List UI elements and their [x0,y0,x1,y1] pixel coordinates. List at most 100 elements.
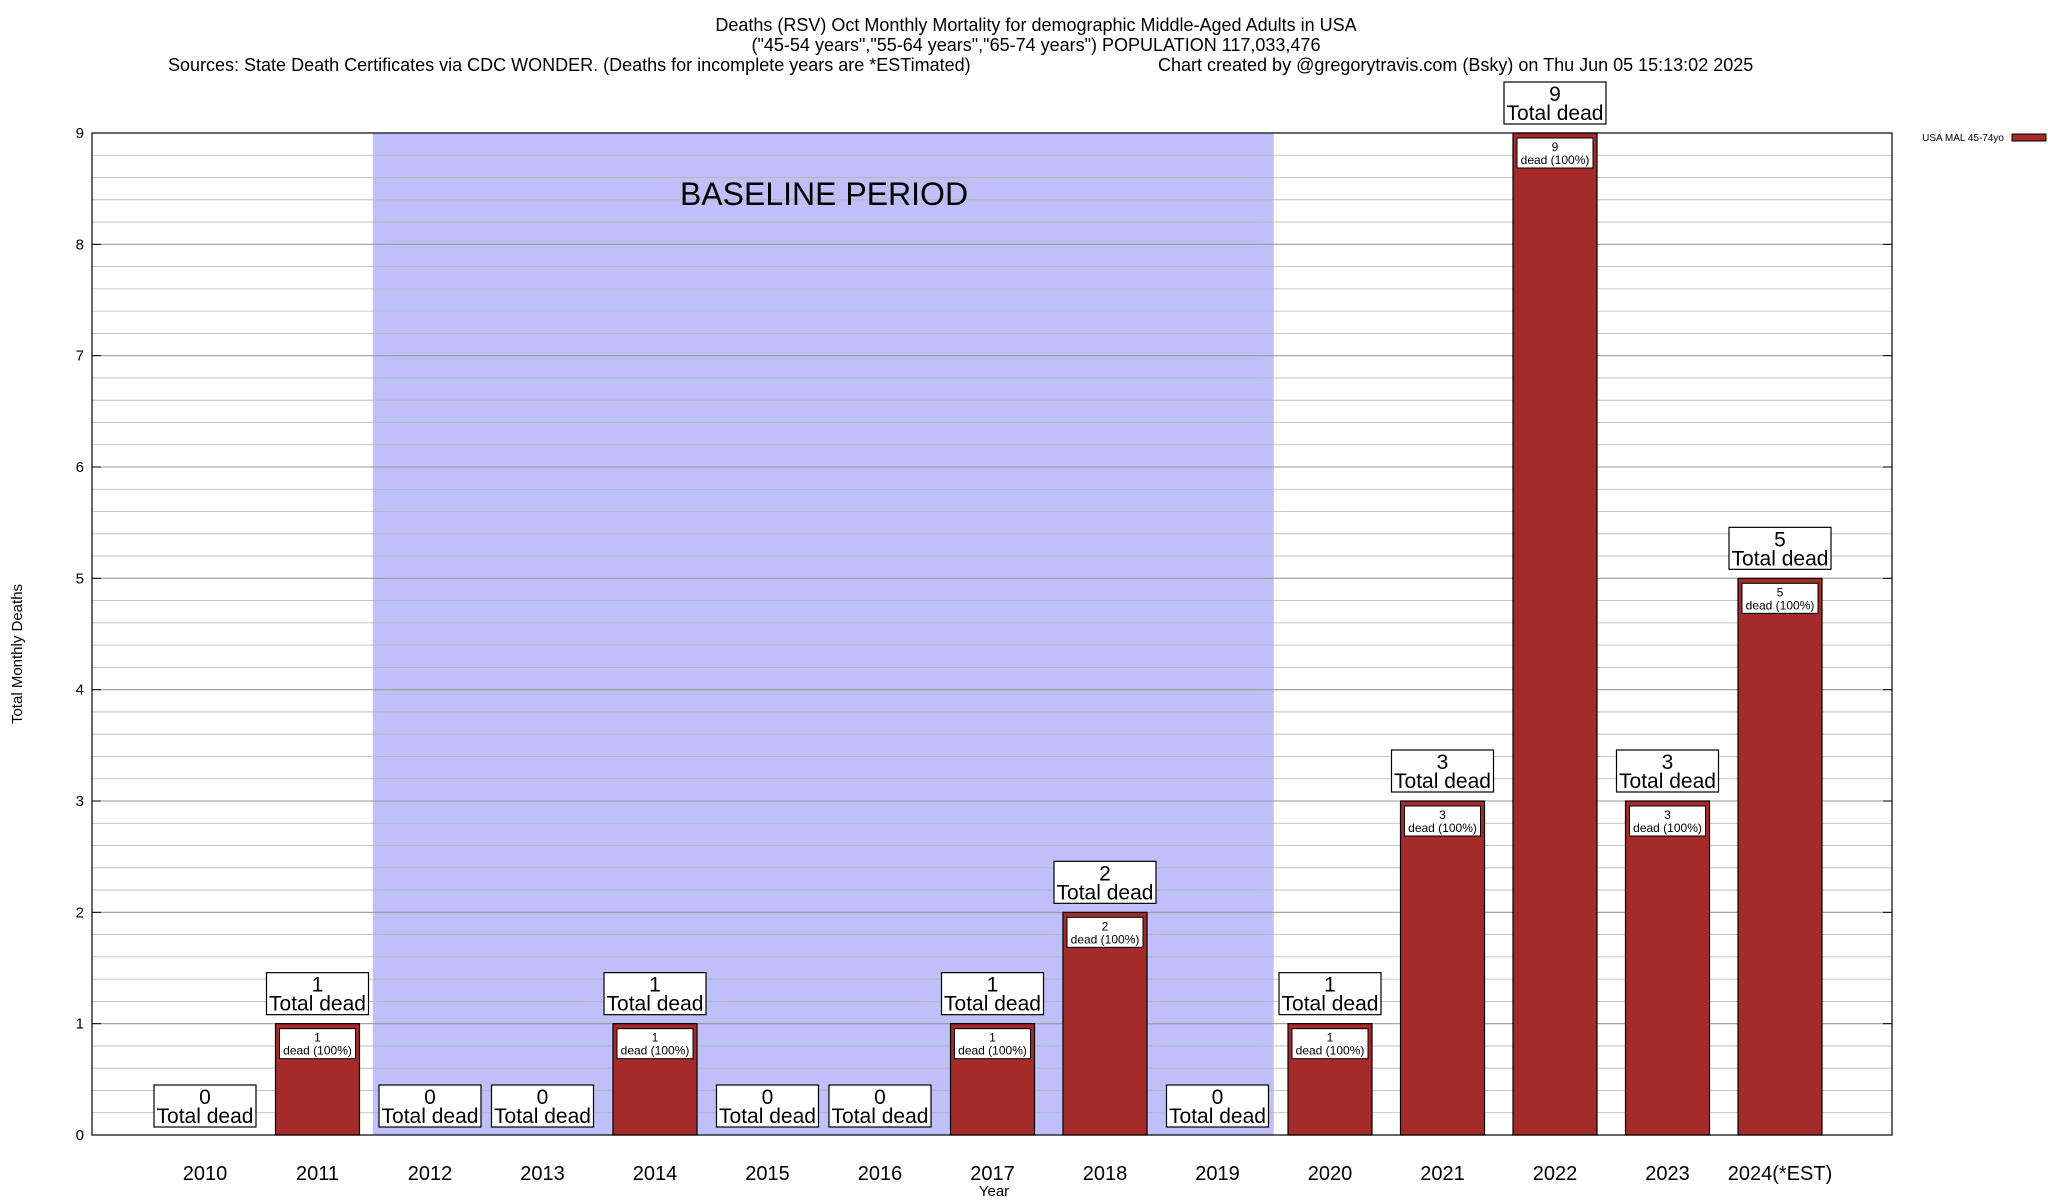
bar-label-text: dead (100%) [1296,1044,1365,1058]
bar-label-box [1516,137,1594,169]
total-label-text: Total dead [607,993,704,1016]
total-label-text: Total dead [1169,1105,1266,1128]
total-label-text: Total dead [1732,547,1829,570]
total-label-box [1503,81,1607,125]
total-label-box [265,972,370,1016]
x-tick-label: 2015 [745,1163,790,1185]
chart-subtitle: ("45-54 years","55-64 years","65-74 year… [752,35,1321,55]
y-tick-label: 0 [76,1127,84,1144]
y-tick-label: 8 [76,236,84,253]
total-label-text: Total dead [494,1105,591,1128]
bar-label-text: dead (100%) [1746,598,1815,612]
x-tick-label: 2021 [1420,1163,1465,1185]
bar-label-value: 2 [1102,919,1109,933]
total-label-box [603,972,707,1016]
y-tick-label: 1 [76,1016,84,1033]
total-label-box [490,1084,595,1128]
x-tick-label: 2018 [1083,1163,1128,1185]
total-label-text: Total dead [1057,881,1154,904]
total-label-value: 5 [1774,528,1786,551]
total-label-box [1278,972,1382,1016]
y-tick-label: 4 [76,682,84,699]
x-tick-label: 2012 [408,1163,453,1185]
x-tick-label: 2011 [296,1163,339,1185]
bar [1062,911,1148,1136]
y-tick-label: 5 [76,570,84,587]
bar-label-box [1291,1028,1369,1060]
bar-label-box [1066,916,1144,948]
total-label-value: 0 [874,1086,886,1109]
bar-label-box [616,1028,694,1060]
axes-layer: 0 1 2 3 4 5 6 7 8 9 2 0 1 0 2011 2012 2013 2014 2015 2016 20… [76,125,1893,1185]
bar-label-value: 3 [1664,808,1671,822]
total-label-value: 1 [312,974,324,997]
total-label-text: Total dead [1619,770,1716,793]
y-axis-label: Total Monthly Deaths [9,584,26,724]
bar-label-box [279,1028,356,1060]
total-label-box [1053,860,1157,904]
total-label-box [828,1084,932,1128]
total-label-value: 0 [762,1086,774,1109]
x-tick-label: 2020 [1308,1163,1353,1185]
x-tick-label: 2014 [633,1163,678,1185]
x-tick-label: 2022 [1533,1163,1578,1185]
total-label-text: Total dead [1507,102,1604,125]
total-label-text: Total dead [832,1105,929,1128]
chart-title: Deaths (RSV) Oct Monthly Mortality for d… [715,15,1356,35]
bar-label-text: dead (100%) [621,1044,690,1058]
total-label-value: 0 [1212,1086,1224,1109]
bar-label-box [1404,805,1481,837]
bar-label-value: 5 [1777,585,1784,599]
y-tick-label: 9 [76,125,84,142]
bar-label-value: 1 [652,1031,659,1045]
bar-label-box [954,1028,1031,1060]
total-label-text: Total dead [719,1105,816,1128]
bar-label-box [1629,805,1706,837]
total-label-value: 2 [1099,862,1111,885]
total-label-text: Total dead [382,1105,479,1128]
x-tick-label: 2017 [970,1163,1015,1185]
y-tick-label: 6 [76,459,84,476]
plot-frame [91,132,1893,1136]
bar-label-box [1741,582,1819,614]
bar-label-value: 1 [989,1031,996,1045]
bar-label-text: dead (100%) [958,1044,1027,1058]
bar-label-text: dead (100%) [1408,821,1477,835]
total-label-box [940,972,1045,1016]
total-label-text: Total dead [157,1105,254,1128]
total-label-value: 0 [424,1086,436,1109]
bar-label-text: dead (100%) [1071,932,1140,946]
total-label-value: 1 [987,974,999,997]
total-label-box [1728,526,1832,570]
total-label-value: 1 [649,974,661,997]
total-label-box [1165,1084,1270,1128]
bar-label-value: 3 [1439,808,1446,822]
total-label-text: Total dead [1394,770,1491,793]
legend-label: USA MAL 45-74yo [1922,133,2004,144]
x-tick-label: 2016 [858,1163,903,1185]
total-label-box [715,1084,820,1128]
baseline-period-label: BASELINE PERIOD [680,176,968,212]
x-tick-label: 2024(*EST) [1728,1163,1833,1185]
bar [1399,800,1486,1136]
bar [1512,132,1598,1136]
x-tick-label: 2019 [1195,1163,1240,1185]
total-label-value: 3 [1662,751,1674,774]
total-label-value: 0 [537,1086,549,1109]
chart-credit: Chart created by @gregorytravis.com (Bsk… [1158,55,1753,75]
total-label-value: 3 [1437,751,1449,774]
total-label-value: 1 [1324,974,1336,997]
bar-label-value: 1 [1327,1031,1334,1045]
bar-label-text: dead (100%) [1633,821,1702,835]
x-tick-label: 2013 [520,1163,565,1185]
bar-label-text: dead (100%) [1521,153,1590,167]
bar-label-text: dead (100%) [283,1044,352,1058]
x-axis-label: Year [979,1183,1009,1200]
chart-sources: Sources: State Death Certificates via CD… [168,55,971,75]
total-label-box [153,1084,257,1128]
y-tick-label: 7 [76,348,84,365]
total-label-value: 0 [199,1086,211,1109]
bar [1737,577,1823,1136]
